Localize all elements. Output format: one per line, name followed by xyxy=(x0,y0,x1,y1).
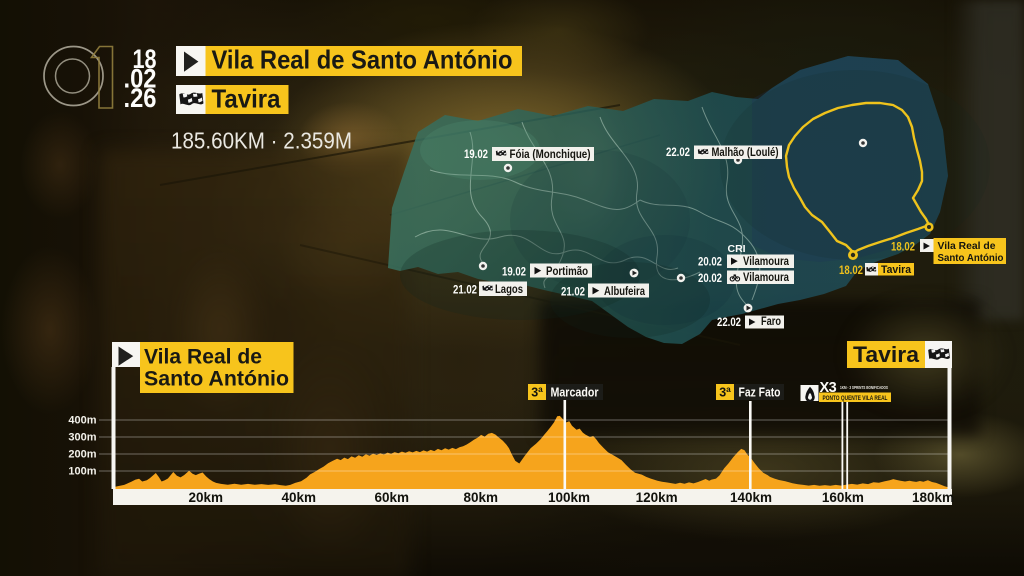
svg-text:40km: 40km xyxy=(282,490,317,505)
svg-text:185.60KM · 2.359M: 185.60KM · 2.359M xyxy=(171,128,352,154)
svg-text:22.02: 22.02 xyxy=(666,147,690,159)
svg-text:18: 18 xyxy=(133,44,157,74)
svg-text:80km: 80km xyxy=(464,490,499,505)
svg-text:20km: 20km xyxy=(189,490,224,505)
svg-text:Tavira: Tavira xyxy=(853,342,920,367)
svg-text:300m: 300m xyxy=(68,432,96,444)
svg-text:Lagos: Lagos xyxy=(495,284,523,296)
svg-text:PONTO QUENTE VILA REAL: PONTO QUENTE VILA REAL xyxy=(823,395,888,402)
svg-text:20.02: 20.02 xyxy=(698,273,722,285)
svg-text:Tavira: Tavira xyxy=(212,84,281,114)
svg-text:160km: 160km xyxy=(822,490,864,505)
svg-text:21.02: 21.02 xyxy=(561,287,585,299)
svg-text:Portimão: Portimão xyxy=(546,266,588,278)
svg-text:Marcador: Marcador xyxy=(551,386,599,400)
svg-text:Santo António: Santo António xyxy=(938,252,1004,264)
svg-text:Vila Real de: Vila Real de xyxy=(938,240,996,252)
svg-text:140km: 140km xyxy=(730,490,772,505)
svg-text:60km: 60km xyxy=(375,490,410,505)
svg-text:Tavira: Tavira xyxy=(881,264,912,276)
svg-text:Albufeira: Albufeira xyxy=(604,286,645,298)
svg-text:Vila Real de: Vila Real de xyxy=(144,346,262,369)
svg-text:200m: 200m xyxy=(68,449,96,461)
svg-text:1KM - 3 SPRINTS BONIFICADOS: 1KM - 3 SPRINTS BONIFICADOS xyxy=(840,385,888,390)
svg-text:21.02: 21.02 xyxy=(453,285,477,297)
svg-text:X3: X3 xyxy=(820,380,837,396)
svg-text:18.02: 18.02 xyxy=(891,242,915,254)
svg-text:.26: .26 xyxy=(124,83,157,113)
svg-text:19.02: 19.02 xyxy=(502,267,526,279)
svg-text:Fóia (Monchique): Fóia (Monchique) xyxy=(510,149,591,161)
svg-text:Vilamoura: Vilamoura xyxy=(743,256,789,268)
svg-text:Faz Fato: Faz Fato xyxy=(739,386,781,400)
svg-text:.02: .02 xyxy=(124,64,157,94)
svg-text:100km: 100km xyxy=(548,490,590,505)
svg-text:180km: 180km xyxy=(912,490,954,505)
svg-text:Faro: Faro xyxy=(761,316,781,328)
svg-text:18.02: 18.02 xyxy=(839,265,863,277)
svg-text:19.02: 19.02 xyxy=(464,149,488,161)
svg-text:20.02: 20.02 xyxy=(698,257,722,269)
svg-text:120km: 120km xyxy=(636,490,678,505)
svg-text:CRI: CRI xyxy=(728,243,746,255)
svg-text:3ª: 3ª xyxy=(719,386,731,400)
svg-text:100m: 100m xyxy=(68,466,96,478)
svg-text:Malhão (Loulé): Malhão (Loulé) xyxy=(712,147,779,159)
svg-text:Santo António: Santo António xyxy=(144,368,289,391)
svg-text:Vilamoura: Vilamoura xyxy=(743,272,789,284)
svg-text:400m: 400m xyxy=(68,415,96,427)
svg-text:Vila Real de Santo António: Vila Real de Santo António xyxy=(212,45,513,75)
svg-text:3ª: 3ª xyxy=(531,386,543,400)
svg-text:22.02: 22.02 xyxy=(717,317,741,329)
